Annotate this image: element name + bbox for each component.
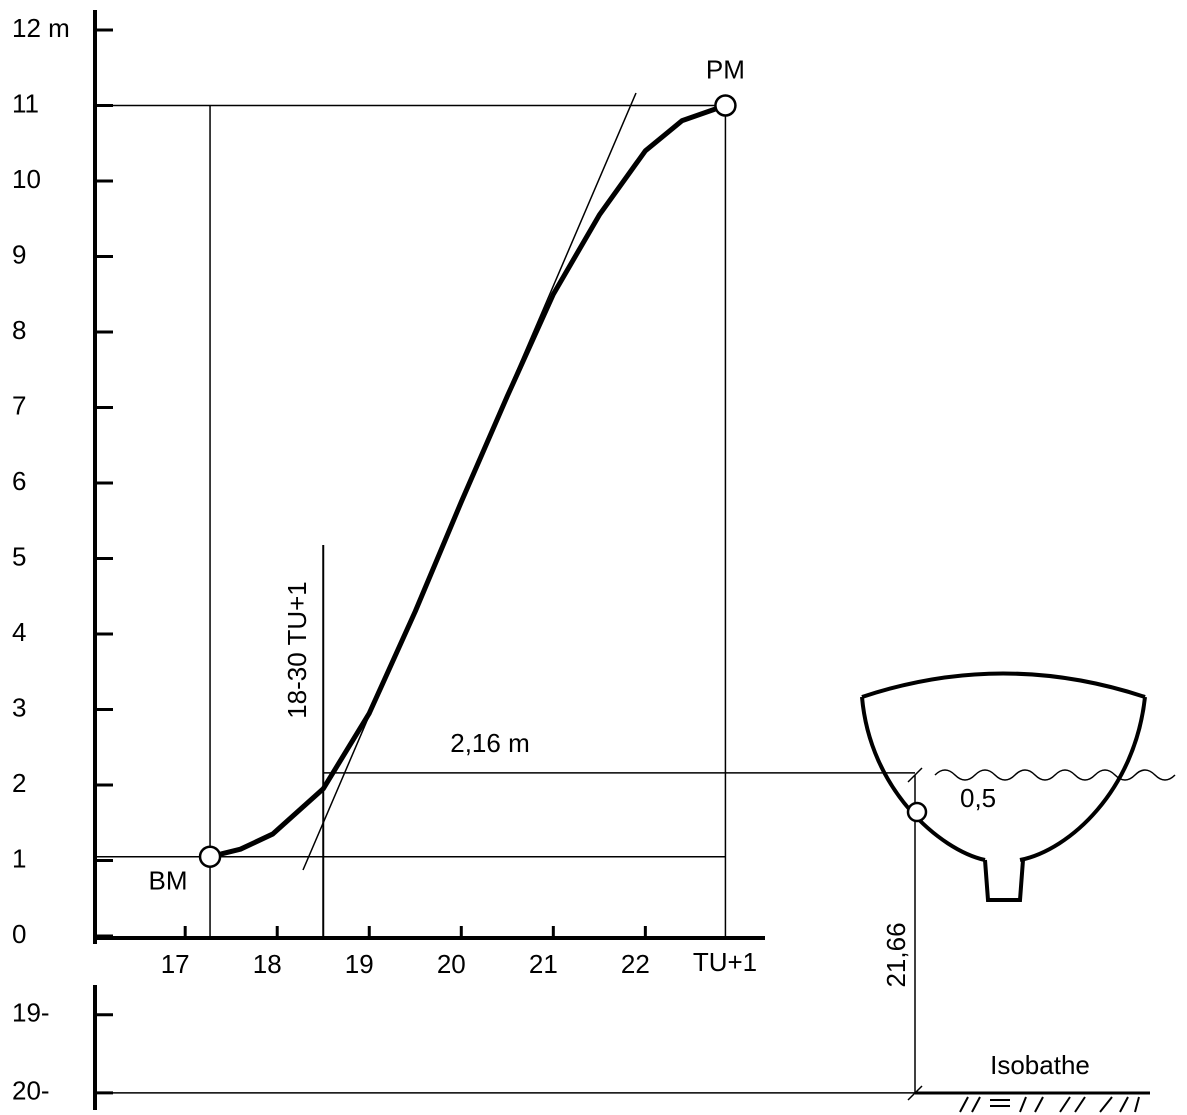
x-axis-label: TU+1 bbox=[693, 947, 757, 977]
y-tick-label: 7 bbox=[12, 390, 26, 420]
depth-label: 21,66 bbox=[881, 922, 911, 987]
x-tick-label: 18 bbox=[253, 949, 282, 979]
y-tick-label: 2 bbox=[12, 768, 26, 798]
tide-point bbox=[198, 845, 222, 868]
water-surface bbox=[934, 769, 1176, 781]
y-tick-label: 10 bbox=[12, 164, 41, 194]
isobath-label: Isobathe bbox=[990, 1050, 1090, 1080]
y-tick-label: 12 m bbox=[12, 13, 70, 43]
x-tick-label: 21 bbox=[529, 949, 558, 979]
y-tick-label: 0 bbox=[12, 919, 26, 949]
x-tick-label: 17 bbox=[161, 949, 190, 979]
basin-bowl bbox=[860, 696, 1147, 862]
point-label: BM bbox=[149, 866, 188, 896]
y-tick-label: 11 bbox=[12, 88, 39, 118]
seabed-hatching bbox=[959, 1096, 1140, 1113]
x-tick-label: 20 bbox=[437, 949, 466, 979]
dimension-tick bbox=[907, 767, 923, 783]
y-tick-label: 5 bbox=[12, 541, 26, 571]
y-tick-label: 9 bbox=[12, 239, 26, 269]
tide-point bbox=[714, 94, 737, 117]
basin-spout bbox=[983, 859, 1025, 902]
level-marker-label: 2,16 m bbox=[450, 728, 530, 758]
tide-curve bbox=[209, 103, 727, 860]
time-marker-label: 18-30 TU+1 bbox=[282, 581, 312, 719]
y-tick-label: 6 bbox=[12, 466, 26, 496]
depth-tick-label: 19- bbox=[12, 998, 50, 1028]
depth-tick-label: 20- bbox=[12, 1076, 50, 1106]
draft-point bbox=[906, 801, 928, 823]
draft-label: 0,5 bbox=[960, 783, 996, 813]
y-tick-label: 3 bbox=[12, 692, 26, 722]
y-tick-label: 4 bbox=[12, 617, 26, 647]
y-tick-label: 1 bbox=[12, 843, 26, 873]
point-label: PM bbox=[706, 54, 745, 84]
x-tick-label: 22 bbox=[621, 949, 650, 979]
x-tick-label: 19 bbox=[345, 949, 374, 979]
basin-top bbox=[861, 671, 1146, 699]
y-tick-label: 8 bbox=[12, 315, 26, 345]
